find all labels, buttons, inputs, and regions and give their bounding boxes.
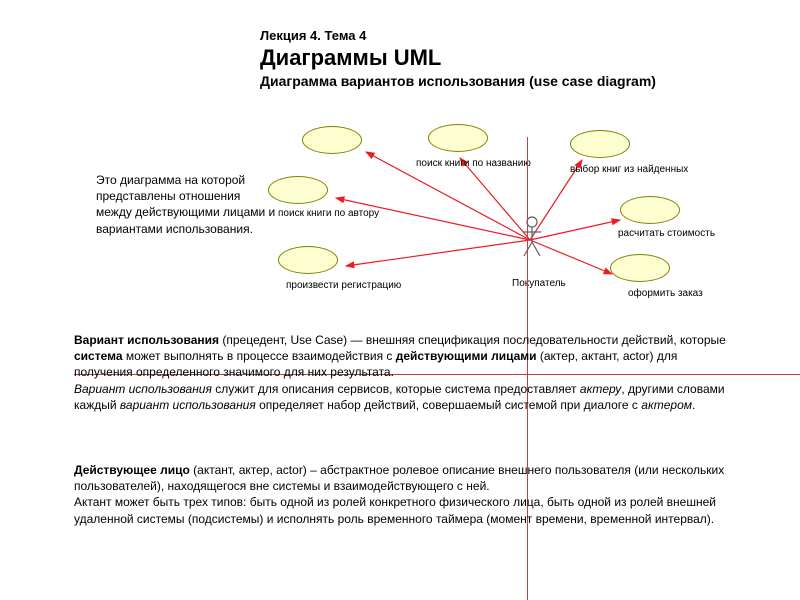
use-case-label: произвести регистрацию [286,280,401,291]
use-case-label: поиск книги по названию [416,158,531,169]
lecture-label: Лекция 4. Тема 4 [260,28,656,43]
use-case-label: расчитать стоимость [618,228,715,239]
use-case-ellipse [428,124,488,152]
use-case-ellipse [620,196,680,224]
page-subtitle: Диаграмма вариантов использования (use c… [260,73,656,90]
use-case-label: оформить заказ [628,288,703,299]
use-case-ellipse [610,254,670,282]
use-case-ellipse [570,130,630,158]
use-case-ellipse [268,176,328,204]
term-use-case: Вариант использования [74,333,219,347]
header-block: Лекция 4. Тема 4 Диаграммы UML Диаграмма… [260,28,656,90]
use-case-label: поиск книги по автору [278,208,379,219]
use-case-ellipse [302,126,362,154]
actor-label: Покупатель [512,278,566,289]
use-case-label: выбор книг из найденных [570,164,688,175]
stick-figure-icon [520,216,544,258]
diagram-description: Это диаграмма на которой представлены от… [96,172,276,237]
use-case-diagram: поиск книги по названию выбор книг из най… [270,130,770,320]
actor-icon [520,216,544,263]
page-title: Диаграммы UML [260,45,656,71]
definition-use-case: Вариант использования (прецедент, Use Ca… [74,332,734,413]
definition-actor: Действующее лицо (актант, актер, actor) … [74,462,734,527]
term-actor: Действующее лицо [74,463,190,477]
use-case-ellipse [278,246,338,274]
